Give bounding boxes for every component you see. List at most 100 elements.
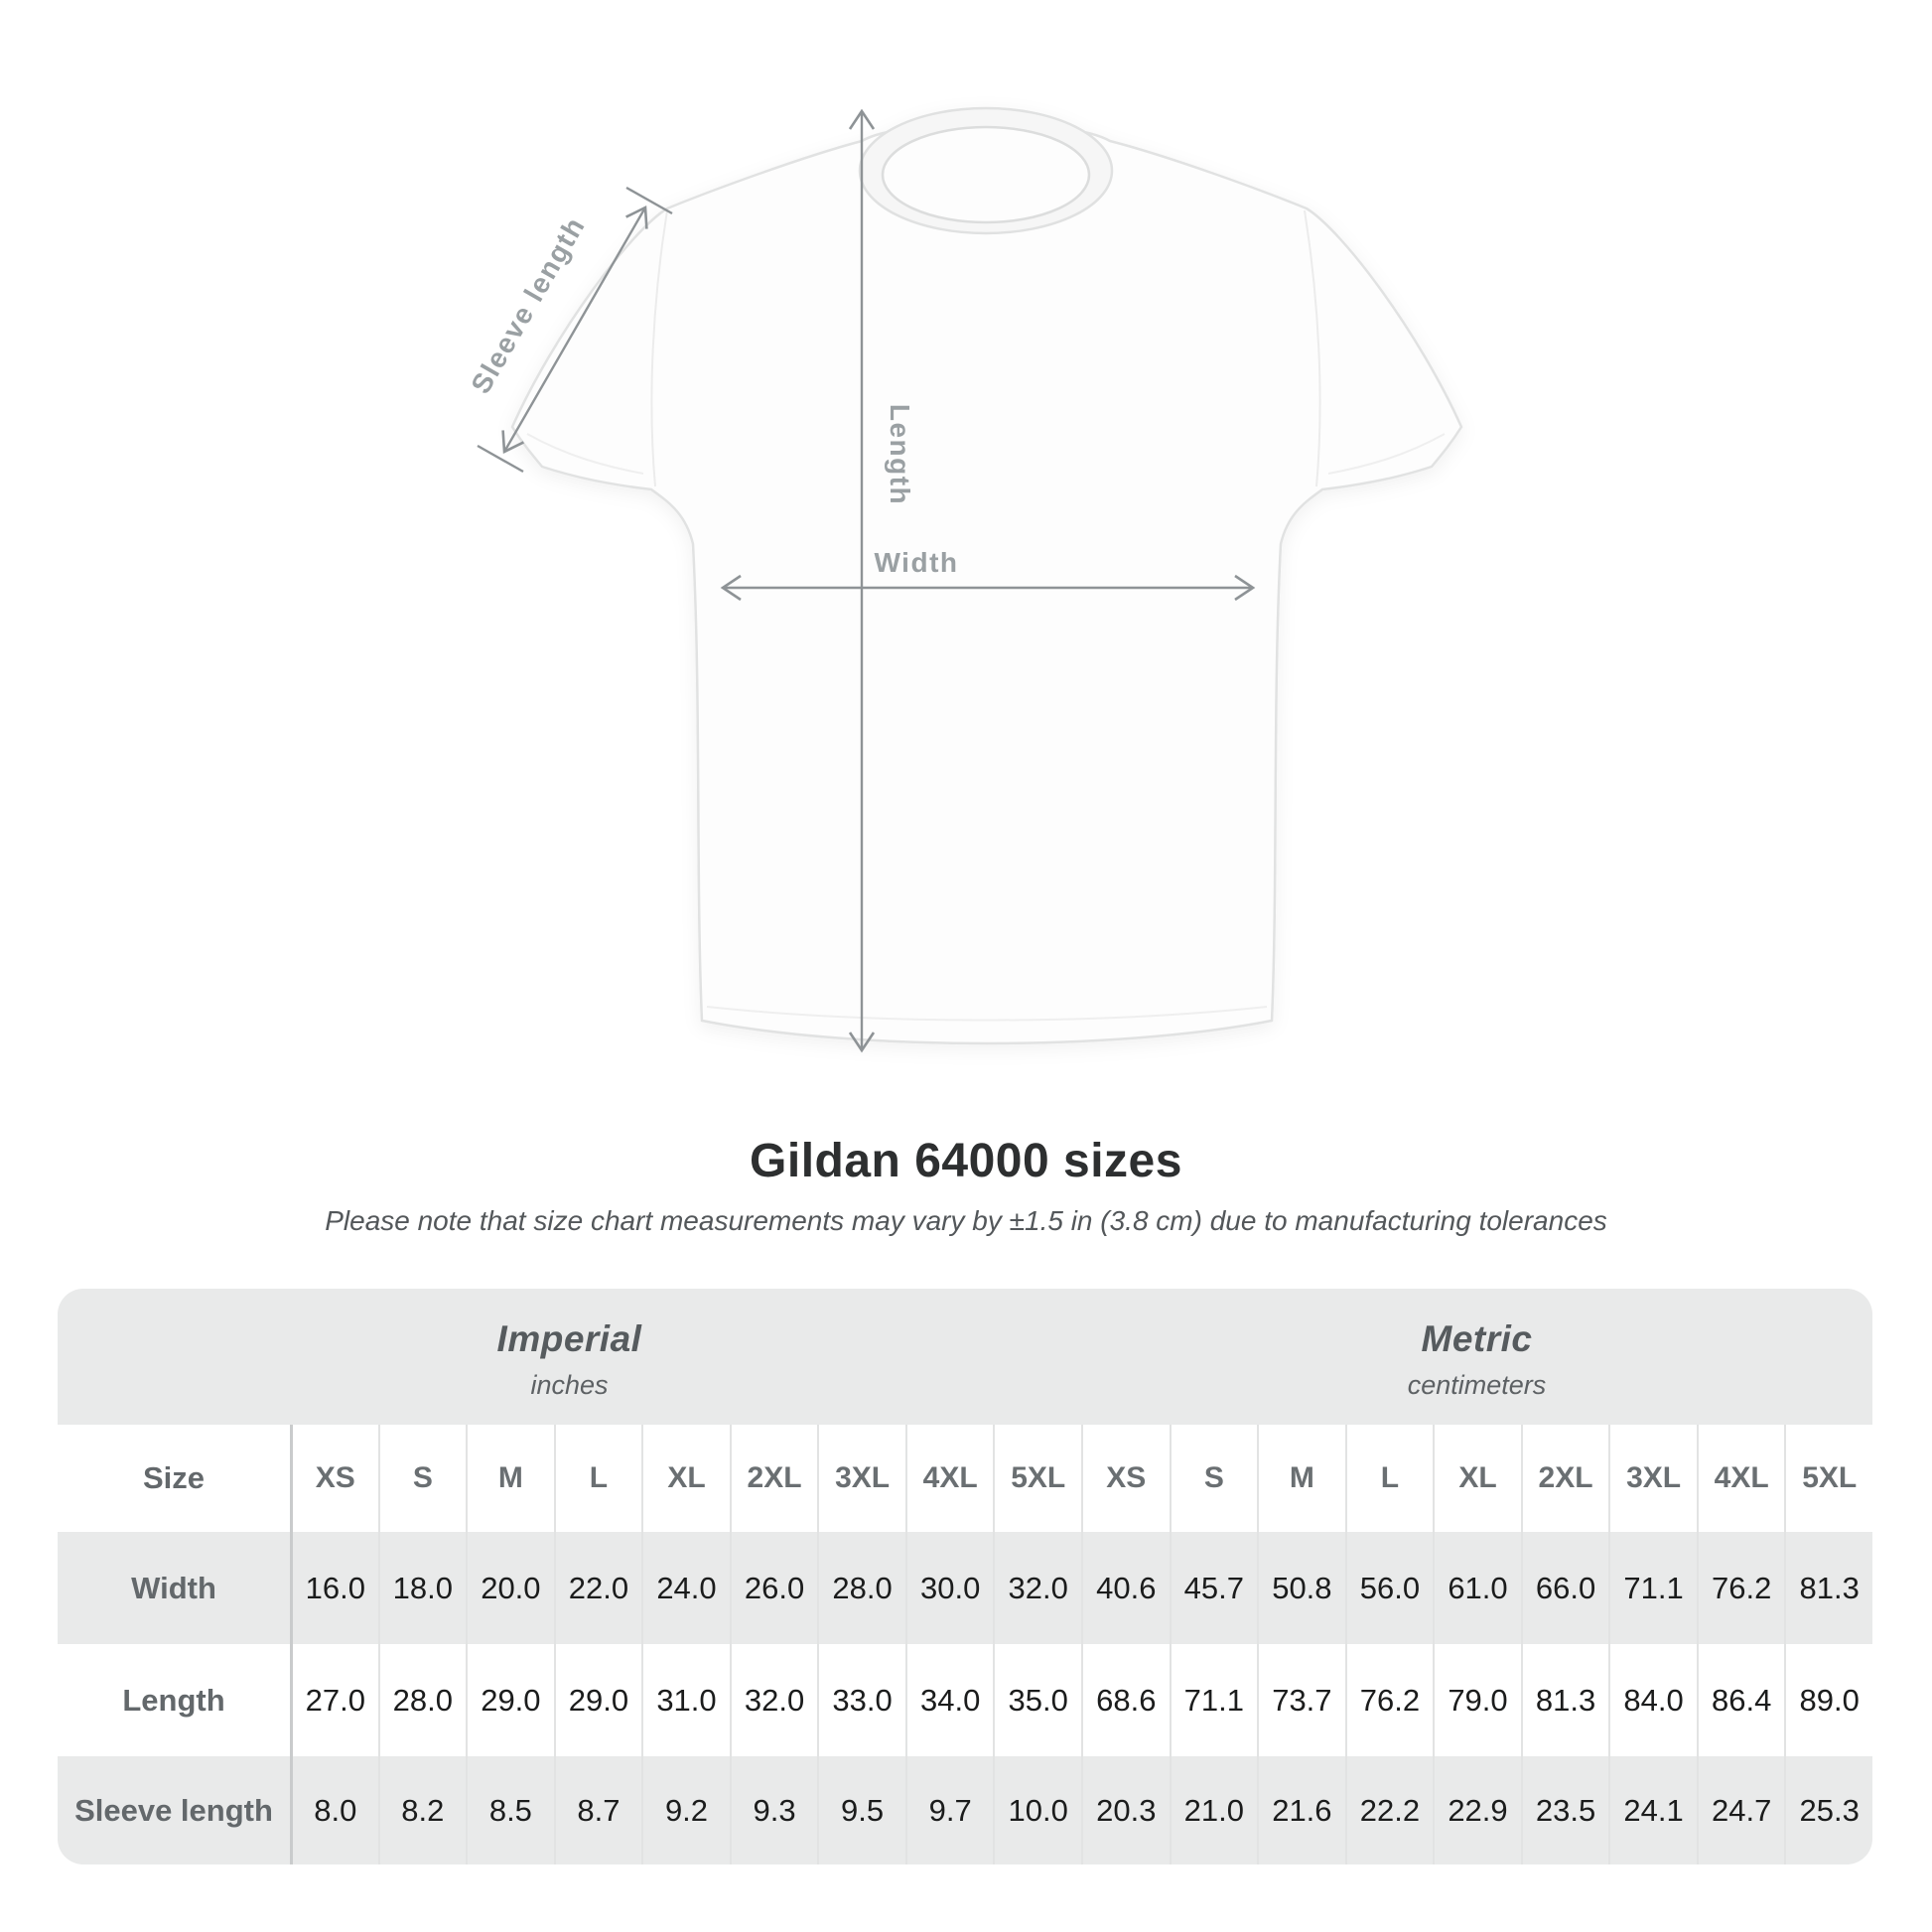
- imperial-measurement-cell: 22.0: [553, 1532, 642, 1644]
- metric-measurement-cell: 81.3: [1784, 1532, 1872, 1644]
- sleeve-length-end-tick: [625, 186, 673, 215]
- imperial-measurement-cell: 18.0: [377, 1532, 467, 1644]
- imperial-measurement-cell: 9.5: [817, 1756, 905, 1864]
- hem-stitch: [706, 1006, 1268, 1022]
- imperial-measurement-cell: 30.0: [904, 1532, 994, 1644]
- imperial-measurement-cell: 28.0: [377, 1644, 467, 1756]
- metric-measurement-cell: 79.0: [1433, 1644, 1521, 1756]
- metric-measurement-cell: 71.1: [1169, 1644, 1258, 1756]
- metric-size-header-5xl: 5XL: [1784, 1425, 1872, 1532]
- right-sleeve-seam: [1304, 209, 1321, 487]
- metric-measurement-cell: 20.3: [1081, 1756, 1170, 1864]
- sleeve-length-arrow: [501, 205, 648, 455]
- metric-unit: centimeters: [1407, 1370, 1547, 1400]
- imperial-measurement-cell: 9.2: [641, 1756, 730, 1864]
- right-sleeve-stitch: [1327, 433, 1446, 475]
- metric-size-header-xl: XL: [1433, 1425, 1521, 1532]
- imperial-size-header-4xl: 4XL: [904, 1425, 994, 1532]
- imperial-size-header-5xl: 5XL: [993, 1425, 1081, 1532]
- metric-size-header-2xl: 2XL: [1520, 1425, 1609, 1532]
- metric-section-header: Metric centimeters: [1081, 1289, 1872, 1425]
- imperial-unit: inches: [530, 1370, 609, 1400]
- metric-measurement-cell: 22.2: [1344, 1756, 1434, 1864]
- metric-size-header-xs: XS: [1081, 1425, 1170, 1532]
- imperial-measurement-cell: 27.0: [290, 1644, 378, 1756]
- imperial-size-header-s: S: [377, 1425, 467, 1532]
- metric-measurement-cell: 68.6: [1081, 1644, 1170, 1756]
- imperial-measurement-cell: 26.0: [729, 1532, 818, 1644]
- metric-measurement-cell: 22.9: [1433, 1756, 1521, 1864]
- width-label: Width: [875, 547, 959, 578]
- metric-measurement-cell: 50.8: [1257, 1532, 1345, 1644]
- imperial-measurement-cell: 9.3: [729, 1756, 818, 1864]
- metric-size-header-l: L: [1344, 1425, 1434, 1532]
- metric-measurement-cell: 73.7: [1257, 1644, 1345, 1756]
- imperial-measurement-cell: 10.0: [993, 1756, 1081, 1864]
- metric-measurement-cell: 86.4: [1696, 1644, 1785, 1756]
- metric-measurement-cell: 76.2: [1696, 1532, 1785, 1644]
- imperial-measurement-cell: 29.0: [466, 1644, 554, 1756]
- imperial-measurement-cell: 28.0: [817, 1532, 905, 1644]
- sleeve-length-start-tick: [477, 444, 524, 474]
- imperial-measurement-cell: 8.0: [290, 1756, 378, 1864]
- imperial-measurement-cell: 8.5: [466, 1756, 554, 1864]
- imperial-size-header-l: L: [553, 1425, 642, 1532]
- metric-measurement-cell: 61.0: [1433, 1532, 1521, 1644]
- metric-measurement-cell: 45.7: [1169, 1532, 1258, 1644]
- metric-measurement-cell: 21.6: [1257, 1756, 1345, 1864]
- imperial-measurement-cell: 35.0: [993, 1644, 1081, 1756]
- imperial-measurement-cell: 8.7: [553, 1756, 642, 1864]
- metric-measurement-cell: 56.0: [1344, 1532, 1434, 1644]
- imperial-measurement-cell: 8.2: [377, 1756, 467, 1864]
- imperial-size-header-xs: XS: [290, 1425, 378, 1532]
- metric-measurement-cell: 21.0: [1169, 1756, 1258, 1864]
- imperial-measurement-cell: 20.0: [466, 1532, 554, 1644]
- imperial-measurement-cell: 33.0: [817, 1644, 905, 1756]
- metric-size-header-3xl: 3XL: [1608, 1425, 1697, 1532]
- page-title: Gildan 64000 sizes: [750, 1135, 1182, 1187]
- row-label: Length: [58, 1644, 290, 1756]
- imperial-size-header-3xl: 3XL: [817, 1425, 905, 1532]
- imperial-size-header-m: M: [466, 1425, 554, 1532]
- row-label: Width: [58, 1532, 290, 1644]
- imperial-measurement-cell: 31.0: [641, 1644, 730, 1756]
- metric-measurement-cell: 81.3: [1520, 1644, 1609, 1756]
- tshirt-graphic: [510, 106, 1463, 1045]
- metric-measurement-cell: 24.1: [1608, 1756, 1697, 1864]
- left-sleeve-seam: [650, 209, 668, 487]
- metric-label: Metric: [1421, 1318, 1533, 1359]
- row-label: Sleeve length: [58, 1756, 290, 1864]
- length-label: Length: [885, 404, 915, 505]
- imperial-label: Imperial: [496, 1318, 642, 1359]
- imperial-size-header-2xl: 2XL: [729, 1425, 818, 1532]
- imperial-measurement-cell: 32.0: [729, 1644, 818, 1756]
- metric-measurement-cell: 76.2: [1344, 1644, 1434, 1756]
- metric-measurement-cell: 84.0: [1608, 1644, 1697, 1756]
- size-table-grid: Size XS S M L XL 2XL 3XL 4XL 5XL XS S M L XL 2XL 3XL 4XL 5…: [58, 1425, 1872, 1864]
- imperial-measurement-cell: 29.0: [553, 1644, 642, 1756]
- metric-measurement-cell: 24.7: [1696, 1756, 1785, 1864]
- table-corner-size-label: Size: [58, 1425, 290, 1532]
- imperial-measurement-cell: 24.0: [641, 1532, 730, 1644]
- metric-size-header-m: M: [1257, 1425, 1345, 1532]
- metric-measurement-cell: 66.0: [1520, 1532, 1609, 1644]
- imperial-measurement-cell: 34.0: [904, 1644, 994, 1756]
- metric-size-header-4xl: 4XL: [1696, 1425, 1785, 1532]
- size-table-panel: Imperial inches Metric centimeters Size X…: [58, 1289, 1872, 1864]
- metric-measurement-cell: 25.3: [1784, 1756, 1872, 1864]
- tolerance-note: Please note that size chart measurements…: [325, 1205, 1607, 1236]
- imperial-size-header-xl: XL: [641, 1425, 730, 1532]
- measurement-annotations: [477, 108, 1256, 1053]
- unit-section-headers: Imperial inches Metric centimeters: [58, 1289, 1872, 1425]
- tshirt-measurement-diagram: Sleeve length Length Width: [465, 106, 1463, 1053]
- metric-measurement-cell: 89.0: [1784, 1644, 1872, 1756]
- imperial-section-header: Imperial inches: [58, 1289, 1081, 1425]
- imperial-measurement-cell: 32.0: [993, 1532, 1081, 1644]
- imperial-measurement-cell: 16.0: [290, 1532, 378, 1644]
- metric-measurement-cell: 23.5: [1520, 1756, 1609, 1864]
- collar-inner: [881, 125, 1091, 224]
- metric-measurement-cell: 40.6: [1081, 1532, 1170, 1644]
- metric-measurement-cell: 71.1: [1608, 1532, 1697, 1644]
- metric-size-header-s: S: [1169, 1425, 1258, 1532]
